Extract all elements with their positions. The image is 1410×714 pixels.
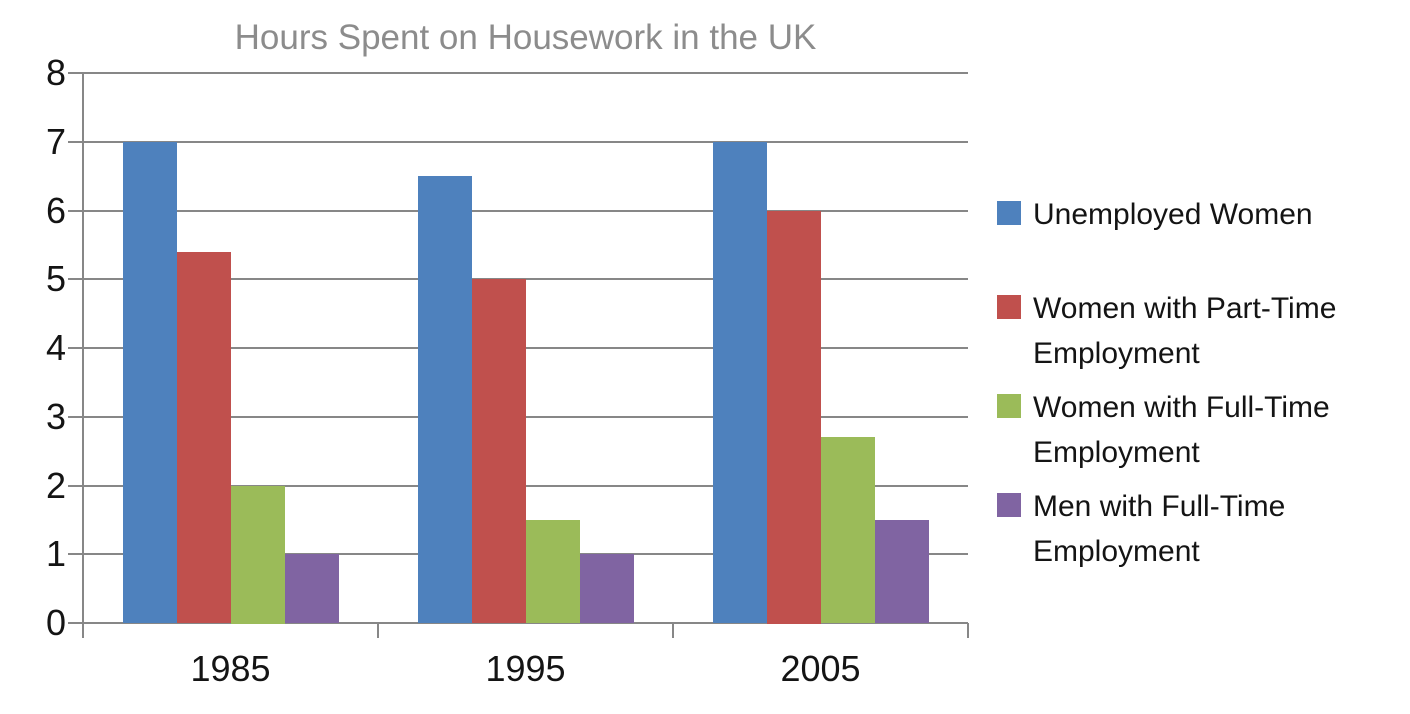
y-axis-tick-label: 4 <box>45 327 66 368</box>
y-axis-tick-label: 2 <box>45 464 66 506</box>
x-axis-tick <box>377 623 379 638</box>
legend-label: Men with Full-Time Employment <box>1033 490 1286 568</box>
y-axis-tick-label: 1 <box>45 533 66 575</box>
bar-unemployed-women-1995 <box>418 176 472 623</box>
bar-women-with-full-time-employment-1985 <box>231 486 285 624</box>
y-axis-tick-label: 5 <box>45 258 66 300</box>
x-axis-tick <box>967 623 969 638</box>
bar-women-with-full-time-employment-2005 <box>821 437 875 623</box>
bar-men-with-full-time-employment-2005 <box>875 520 929 623</box>
bar-men-with-full-time-employment-1985 <box>285 554 339 623</box>
legend-label: Women with Full-Time Employment <box>1033 391 1330 469</box>
y-axis-tick-label: 7 <box>45 120 66 162</box>
legend-swatch-icon <box>997 201 1021 225</box>
bar-women-with-full-time-employment-1995 <box>526 520 580 623</box>
bar-women-with-part-time-employment-2005 <box>767 211 821 624</box>
legend-swatch-icon <box>997 394 1021 418</box>
bar-unemployed-women-1985 <box>123 142 177 623</box>
legend-label: Unemployed Women <box>1033 198 1313 231</box>
x-axis-tick <box>82 623 84 638</box>
legend-swatch-icon <box>997 493 1021 517</box>
legend-item: Women with Full-Time Employment <box>997 385 1402 475</box>
y-axis-tick-label: 0 <box>45 602 66 643</box>
gridline <box>68 622 968 624</box>
legend-item: Unemployed Women <box>997 192 1402 237</box>
chart-title: Hours Spent on Housework in the UK <box>234 18 817 57</box>
bar-men-with-full-time-employment-1995 <box>580 554 634 623</box>
gridline <box>68 72 968 74</box>
bar-women-with-part-time-employment-1995 <box>472 279 526 623</box>
x-axis-category-label: 1985 <box>190 648 271 689</box>
legend-label: Women with Part-Time Employment <box>1033 292 1337 370</box>
gridline <box>68 140 968 143</box>
y-axis-tick-label: 6 <box>45 189 66 231</box>
x-axis-category-label: 1995 <box>485 648 566 689</box>
y-axis-tick-label: 8 <box>45 52 66 93</box>
legend-item: Men with Full-Time Employment <box>997 484 1402 574</box>
gridline <box>68 209 968 212</box>
y-axis-line <box>82 72 84 638</box>
bar-unemployed-women-2005 <box>713 142 767 623</box>
legend-swatch-icon <box>997 295 1021 319</box>
legend-item: Women with Part-Time Employment <box>997 286 1402 376</box>
bar-women-with-part-time-employment-1985 <box>177 252 231 623</box>
x-axis-category-label: 2005 <box>780 648 861 689</box>
x-axis-tick <box>672 623 674 638</box>
y-axis-tick-label: 3 <box>45 395 66 437</box>
